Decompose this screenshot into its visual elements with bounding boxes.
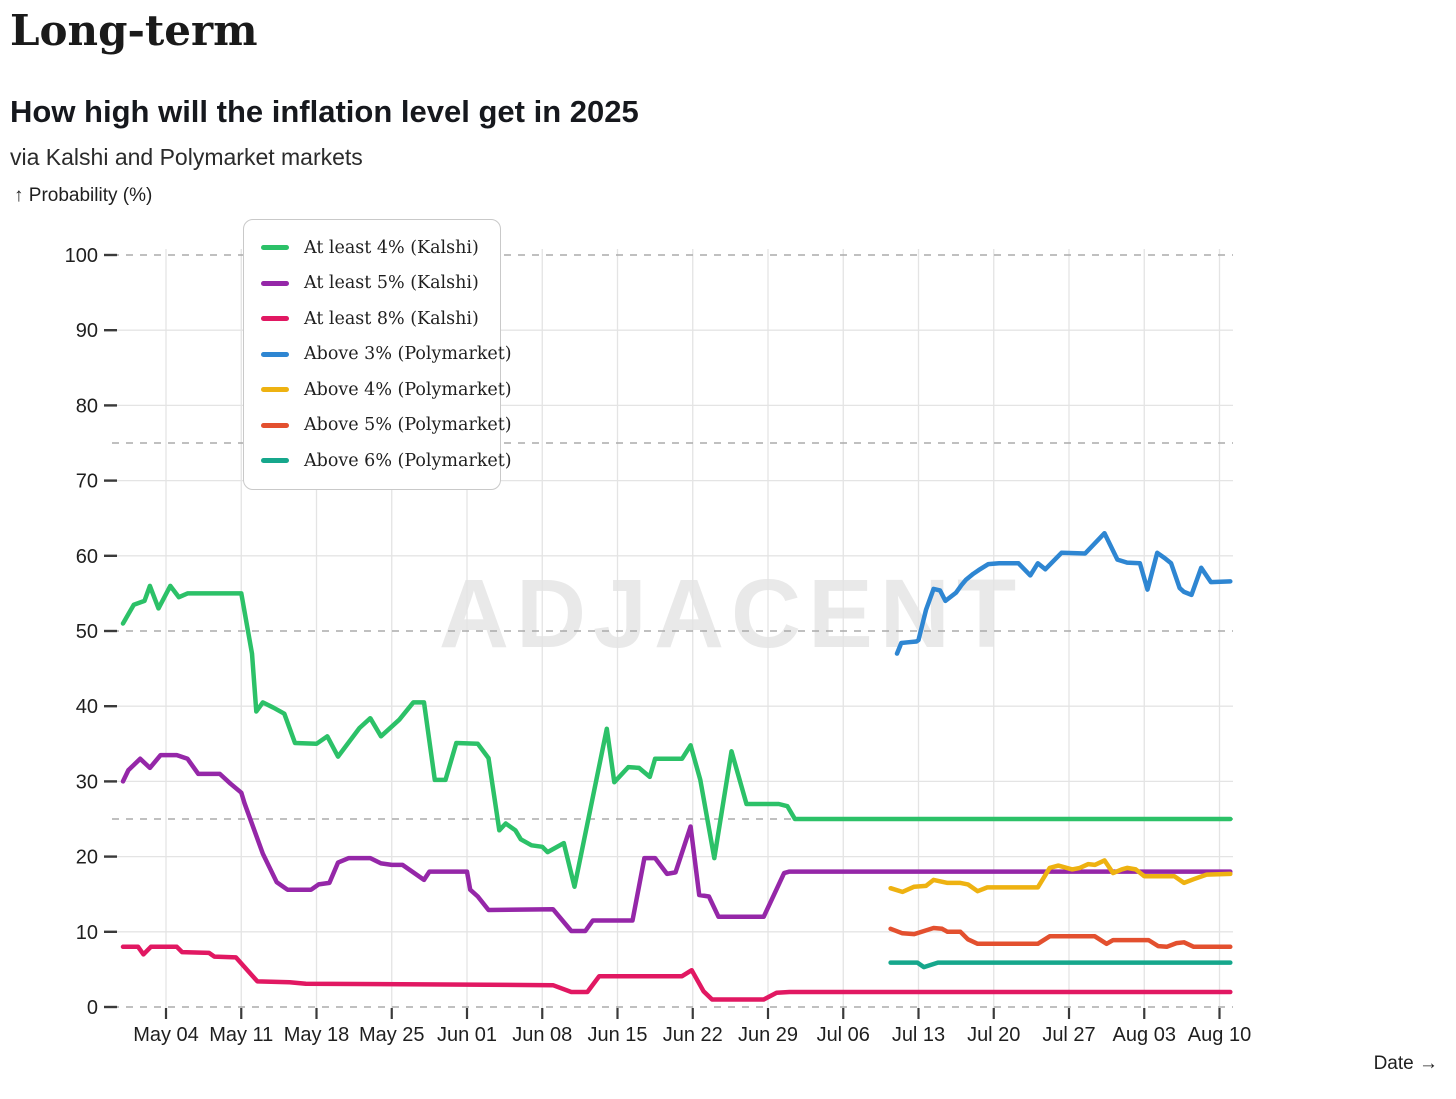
series-line-At least 8% (Kalshi) [120, 944, 1233, 1002]
x-tick-label: May 18 [284, 1024, 350, 1046]
legend-item-1[interactable]: At least 5% (Kalshi) [261, 266, 483, 302]
y-tick-label: 90 [76, 320, 98, 342]
y-tick-label: 100 [65, 245, 98, 267]
watermark: ADJACENT [439, 559, 1023, 668]
legend-label: Above 3% (Polymarket) [304, 344, 512, 365]
y-tick-label: 30 [76, 771, 98, 793]
legend-swatch-icon [261, 280, 289, 286]
y-tick-label: 0 [87, 997, 98, 1019]
x-tick-label: Aug 03 [1113, 1024, 1176, 1046]
x-tick-label: Jul 06 [817, 1024, 870, 1046]
legend-swatch-icon [261, 351, 289, 357]
x-tick-label: Aug 10 [1188, 1024, 1251, 1046]
legend-swatch-icon [261, 458, 289, 464]
x-tick-label: Jun 22 [663, 1024, 723, 1046]
series-line-At least 4% (Kalshi) [120, 583, 1233, 889]
page-title: Long-term [10, 6, 258, 55]
legend-swatch-icon [261, 422, 289, 428]
y-tick-label: 50 [76, 621, 98, 643]
chart-source: via Kalshi and Polymarket markets [10, 144, 363, 170]
y-axis-label: ↑ Probability (%) [14, 185, 153, 206]
chart-title: How high will the inflation level get in… [10, 94, 639, 129]
x-tick-label: Jun 01 [437, 1024, 497, 1046]
legend-label: At least 8% (Kalshi) [304, 308, 479, 329]
series-line-Above 6% (Polymarket) [888, 960, 1233, 970]
legend-swatch-icon [261, 316, 289, 322]
x-tick-label: May 25 [359, 1024, 425, 1046]
legend-label: At least 4% (Kalshi) [304, 237, 479, 258]
x-tick-label: May 04 [133, 1024, 199, 1046]
series-line-Above 3% (Polymarket) [894, 530, 1233, 656]
x-tick-label: May 11 [209, 1024, 273, 1046]
x-tick-label: Jun 08 [512, 1024, 572, 1046]
y-tick-label: 20 [76, 847, 98, 869]
x-tick-label: Jul 27 [1042, 1024, 1095, 1046]
legend-label: Above 6% (Polymarket) [304, 450, 512, 471]
legend-item-5[interactable]: Above 5% (Polymarket) [261, 408, 512, 444]
chart-legend: At least 4% (Kalshi) At least 5% (Kalshi)… [243, 219, 512, 490]
y-tick-label: 80 [76, 395, 98, 417]
legend-item-3[interactable]: Above 3% (Polymarket) [261, 337, 512, 373]
legend-swatch-icon [261, 387, 289, 393]
y-tick-label: 40 [76, 696, 98, 718]
legend-label: At least 5% (Kalshi) [304, 273, 479, 294]
y-tick-label: 60 [76, 546, 98, 568]
legend-item-6[interactable]: Above 6% (Polymarket) [261, 443, 512, 479]
x-tick-label: Jun 29 [738, 1024, 798, 1046]
legend-item-4[interactable]: Above 4% (Polymarket) [261, 372, 512, 408]
x-axis-label: Date → [1373, 1053, 1438, 1074]
legend-label: Above 4% (Polymarket) [304, 379, 512, 400]
x-tick-label: Jul 20 [967, 1024, 1020, 1046]
y-tick-label: 70 [76, 471, 98, 493]
y-tick-label: 10 [76, 922, 98, 944]
legend-label: Above 5% (Polymarket) [304, 415, 512, 436]
series-line-At least 5% (Kalshi) [120, 752, 1233, 934]
legend-item-2[interactable]: At least 8% (Kalshi) [261, 301, 483, 337]
x-tick-label: Jul 13 [892, 1024, 945, 1046]
legend-swatch-icon [261, 245, 289, 251]
series-line-Above 4% (Polymarket) [888, 858, 1233, 895]
x-tick-label: Jun 15 [587, 1024, 647, 1046]
series-line-Above 5% (Polymarket) [888, 925, 1233, 950]
legend-item-0[interactable]: At least 4% (Kalshi) [261, 230, 483, 266]
